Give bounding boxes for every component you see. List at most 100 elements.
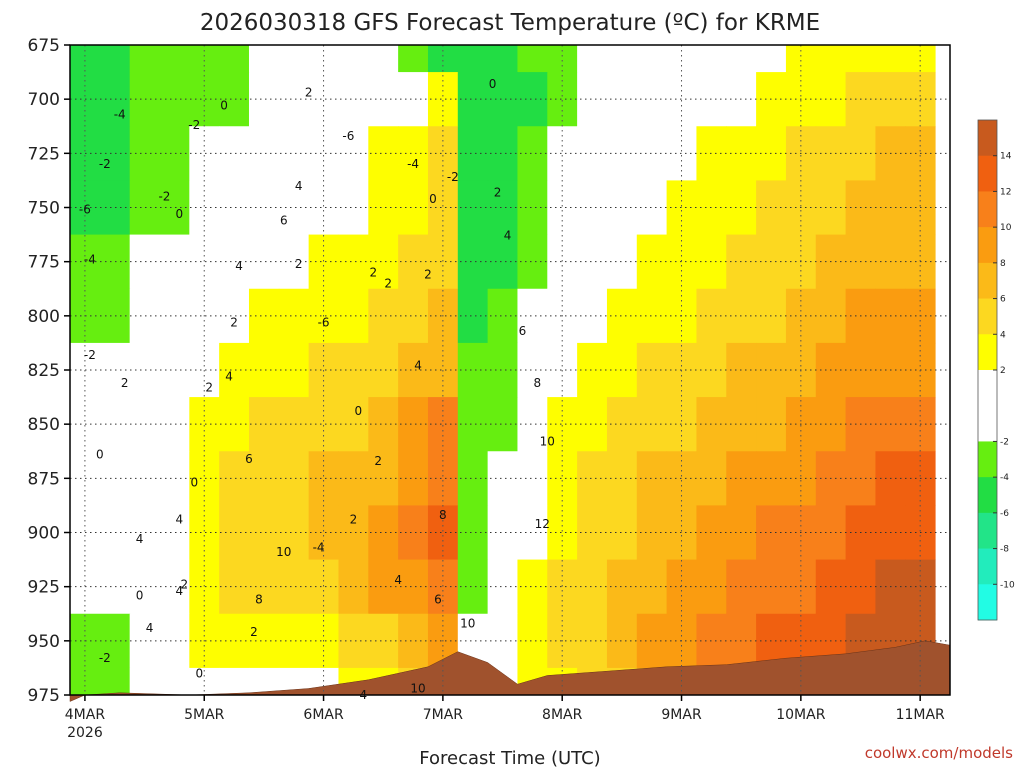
temperature-cell (398, 559, 429, 615)
temperature-cell (398, 72, 429, 127)
x-tick-label: 6MAR (303, 707, 344, 723)
contour-label: 4 (225, 370, 233, 384)
temperature-cell (606, 397, 638, 452)
temperature-cell (457, 288, 489, 344)
contour-label: 0 (96, 448, 104, 462)
temperature-cell (636, 180, 668, 236)
temperature-cell (427, 451, 459, 506)
temperature-cell (606, 342, 638, 398)
temperature-cell (219, 559, 250, 615)
temperature-cell (457, 45, 489, 73)
colorbar-swatch (978, 155, 997, 192)
colorbar-label: -4 (1000, 473, 1009, 483)
y-tick-label: 700 (28, 90, 60, 110)
x-tick-label: 10MAR (776, 707, 825, 723)
temperature-cell (398, 180, 429, 236)
temperature-cell (517, 234, 548, 290)
temperature-cell (606, 45, 638, 73)
colorbar-label: 12 (1000, 187, 1011, 197)
y-tick-label: 950 (28, 632, 60, 652)
temperature-cell (815, 45, 847, 73)
temperature-cell (338, 126, 369, 181)
colorbar-label: 10 (1000, 223, 1012, 233)
x-tick-sublabel: 2026 (67, 725, 103, 741)
temperature-cell (129, 505, 190, 561)
contour-label: 0 (489, 77, 497, 91)
temperature-cell (278, 397, 310, 452)
temperature-cell (398, 613, 429, 669)
contour-label: -4 (313, 541, 325, 555)
temperature-cell (636, 342, 668, 398)
temperature-cell (457, 559, 489, 615)
temperature-cell (487, 613, 518, 669)
temperature-cell (308, 180, 339, 236)
temperature-cell (785, 45, 817, 73)
temperature-cell (368, 505, 399, 561)
temperature-cell (636, 126, 668, 181)
temperature-cell (487, 288, 518, 344)
contour-label: 4 (360, 688, 368, 702)
temperature-cell (278, 613, 310, 669)
contour-label: 2 (384, 276, 392, 290)
temperature-cell (487, 72, 518, 127)
temperature-cell (457, 397, 489, 452)
temperature-cell (457, 505, 489, 561)
colorbar-label: 2 (1000, 366, 1006, 376)
temperature-cell (338, 451, 369, 506)
y-tick-label: 900 (28, 524, 60, 544)
temperature-cell (427, 45, 459, 73)
temperature-cell (248, 342, 280, 398)
temperature-cell (487, 397, 518, 452)
temperature-cell (547, 45, 578, 73)
chart-title: 2026030318 GFS Forecast Temperature (ºC)… (200, 10, 820, 36)
temperature-cell (368, 559, 399, 615)
y-tick-label: 675 (28, 36, 60, 56)
colorbar-label: -2 (1000, 437, 1009, 447)
temperature-cell (606, 126, 638, 181)
temperature-cell (577, 72, 608, 127)
temperature-cell (606, 451, 638, 506)
temperature-cell (577, 397, 608, 452)
contour-label: -2 (158, 190, 170, 204)
colorbar: 14 12 10 8 6 4 2 -2 -4 -6 -8 -10 (977, 119, 1015, 621)
colorbar-swatch (978, 584, 997, 621)
x-axis-title: Forecast Time (UTC) (419, 748, 600, 768)
temperature-cell (517, 72, 548, 127)
credit-text: coolwx.com/models (865, 744, 1013, 762)
temperature-cell (248, 72, 280, 127)
temperature-cell (606, 180, 638, 236)
temperature-cell (577, 180, 608, 236)
temperature-cell (338, 397, 369, 452)
temperature-cell (219, 180, 250, 236)
temperature-cell (606, 613, 638, 669)
y-tick-label: 875 (28, 469, 60, 489)
x-tick-label: 5MAR (184, 707, 225, 723)
temperature-cell (487, 126, 518, 181)
temperature-cell (219, 126, 250, 181)
contour-label: 12 (535, 517, 550, 531)
contour-label: 2 (494, 185, 502, 199)
temperature-cell (577, 234, 608, 290)
temperature-cell (577, 451, 608, 506)
temperature-cell (368, 45, 399, 73)
temperature-cell (606, 505, 638, 561)
temperature-cell (487, 342, 518, 398)
contour-label: -4 (407, 157, 419, 171)
temperature-cell (219, 613, 250, 669)
temperature-cell (278, 505, 310, 561)
contour-label: 0 (195, 666, 203, 680)
contour-label: 0 (190, 476, 198, 490)
temperature-cell (338, 180, 369, 236)
y-tick-label: 825 (28, 361, 60, 381)
temperature-cell (129, 234, 190, 290)
temperature-cell (278, 72, 310, 127)
contour-label: 6 (245, 452, 253, 466)
colorbar-swatch (978, 334, 997, 371)
contour-label: 6 (434, 593, 442, 607)
colorbar-swatch (978, 227, 997, 264)
contour-label: 2 (350, 513, 358, 527)
temperature-cell (278, 342, 310, 398)
colorbar-label: -10 (1000, 580, 1015, 590)
temperature-cell (248, 613, 280, 669)
temperature-cell (129, 180, 190, 236)
